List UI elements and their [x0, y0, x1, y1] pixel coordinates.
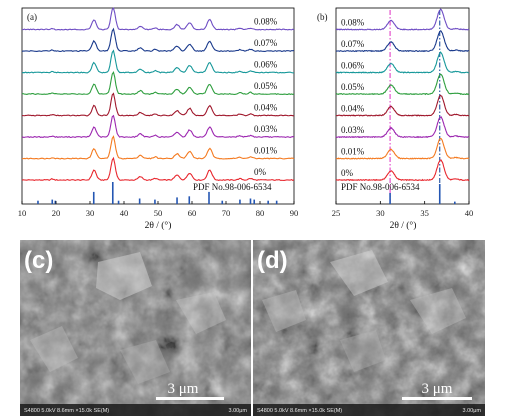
sem-d-panel-label: (d) [257, 247, 288, 274]
sem-image-c: (c) 3 μm S4800 5.0kV 8.6mm ×15.0k SE(M) … [20, 240, 251, 416]
x-tick-label: 90 [290, 208, 299, 218]
x-tick-label: 40 [465, 208, 474, 218]
series-label: 0.04% [341, 104, 365, 114]
series-label: 0.07% [254, 38, 278, 48]
sem-c-scale-text: 3 μm [168, 381, 199, 397]
chart-b-x-axis-title: 2θ / (°) [390, 220, 417, 231]
sem-d-crystal [340, 330, 386, 372]
x-tick-label: 30 [376, 208, 385, 218]
chart-b-traces [335, 8, 470, 182]
trace-0pct [335, 159, 470, 182]
xrd-chart-b: (b) PDF No.98-006-6534 2θ / (°) 0%0.01%0… [317, 7, 474, 231]
xrd-chart-a: (a) PDF No.98-006-6534 2θ / (°) 0%0.01%0… [18, 7, 299, 231]
chart-b-x-ticks: 25 30 35 40 [332, 201, 474, 218]
trace-0-03pct [335, 116, 470, 139]
x-tick-label: 20 [52, 208, 61, 218]
trace-0-03pct [21, 114, 295, 139]
x-tick-label: 40 [120, 208, 129, 218]
sem-d-crystal [262, 290, 306, 332]
x-tick-label: 60 [188, 208, 197, 218]
trace-0-05pct [335, 73, 470, 96]
chart-a-traces [21, 7, 295, 182]
x-tick-label: 30 [86, 208, 95, 218]
sem-c-scale-bar [156, 397, 224, 400]
sem-d-scale-small: 3.00μm [463, 408, 482, 414]
trace-0-05pct [21, 70, 295, 96]
series-label: 0.01% [254, 146, 278, 156]
trace-0pct [21, 156, 295, 182]
trace-0-08pct [22, 7, 295, 31]
x-tick-label: 70 [222, 208, 231, 218]
sem-c-crystal [176, 292, 226, 334]
x-tick-label: 80 [256, 208, 265, 218]
series-label: 0% [341, 168, 354, 178]
chart-b-reference-pattern [389, 184, 456, 204]
series-label: 0.08% [254, 17, 278, 27]
sem-d-info-bar [253, 404, 485, 416]
sem-c-info-text: S4800 5.0kV 8.6mm ×15.0k SE(M) [24, 408, 109, 414]
sem-c-crystal [30, 326, 78, 372]
sem-d-scale-bar [402, 397, 472, 400]
sem-c-scale-small: 3.00μm [229, 408, 248, 414]
chart-a-reference-pattern [37, 182, 278, 204]
series-label: 0% [254, 167, 267, 177]
x-tick-label: 35 [420, 208, 429, 218]
chart-b-frame [335, 7, 470, 205]
sem-d-info-text: S4800 5.0kV 8.6mm ×15.0k SE(M) [257, 408, 342, 414]
chart-a-x-ticks: 10 20 30 40 50 60 70 80 90 [18, 201, 299, 218]
sem-c-crystal [120, 340, 170, 384]
chart-a-x-axis-title: 2θ / (°) [145, 220, 172, 231]
chart-b-guide-lines [389, 10, 441, 202]
trace-0-01pct [21, 135, 295, 160]
chart-b-series-labels: 0% 0.01% 0.03% 0.04% 0.05% 0.06% 0.07% 0.08% [341, 18, 365, 179]
trace-0-04pct [21, 92, 295, 117]
series-label: 0.08% [341, 18, 365, 28]
chart-a-series-labels: 0% 0.01% 0.03% 0.04% 0.05% 0.06% 0.07% 0.08% [254, 17, 278, 178]
chart-a-reference-label: PDF No.98-006-6534 [193, 182, 272, 192]
series-label: 0.04% [254, 103, 278, 113]
trace-0-08pct [336, 8, 470, 31]
sem-d-crystal [330, 250, 388, 296]
series-label: 0.06% [341, 61, 365, 71]
sem-c-info-bar [20, 404, 251, 416]
trace-0-07pct [335, 30, 470, 53]
series-label: 0.07% [341, 39, 365, 49]
sem-image-d: (d) 3 μm S4800 5.0kV 8.6mm ×15.0k SE(M) … [253, 240, 485, 416]
x-tick-label: 10 [18, 208, 27, 218]
series-label: 0.06% [254, 60, 278, 70]
chart-a-panel-label: (a) [27, 12, 37, 22]
chart-b-panel-label: (b) [317, 12, 328, 22]
sem-d-crystal [410, 288, 466, 334]
trace-0-04pct [335, 94, 470, 117]
sem-c-crystal [96, 252, 152, 300]
trace-0-06pct [21, 49, 295, 74]
trace-0-01pct [335, 137, 470, 160]
series-label: 0.05% [341, 82, 365, 92]
x-tick-label: 50 [154, 208, 163, 218]
series-label: 0.03% [254, 124, 278, 134]
trace-0-07pct [21, 27, 295, 53]
sem-c-panel-label: (c) [24, 247, 53, 274]
series-label: 0.01% [341, 147, 365, 157]
x-tick-label: 25 [332, 208, 341, 218]
chart-b-reference-label: PDF No.98-006-6534 [341, 182, 420, 192]
trace-0-06pct [335, 51, 470, 74]
series-label: 0.03% [341, 125, 365, 135]
sem-d-scale-text: 3 μm [422, 381, 453, 397]
series-label: 0.05% [254, 81, 278, 91]
